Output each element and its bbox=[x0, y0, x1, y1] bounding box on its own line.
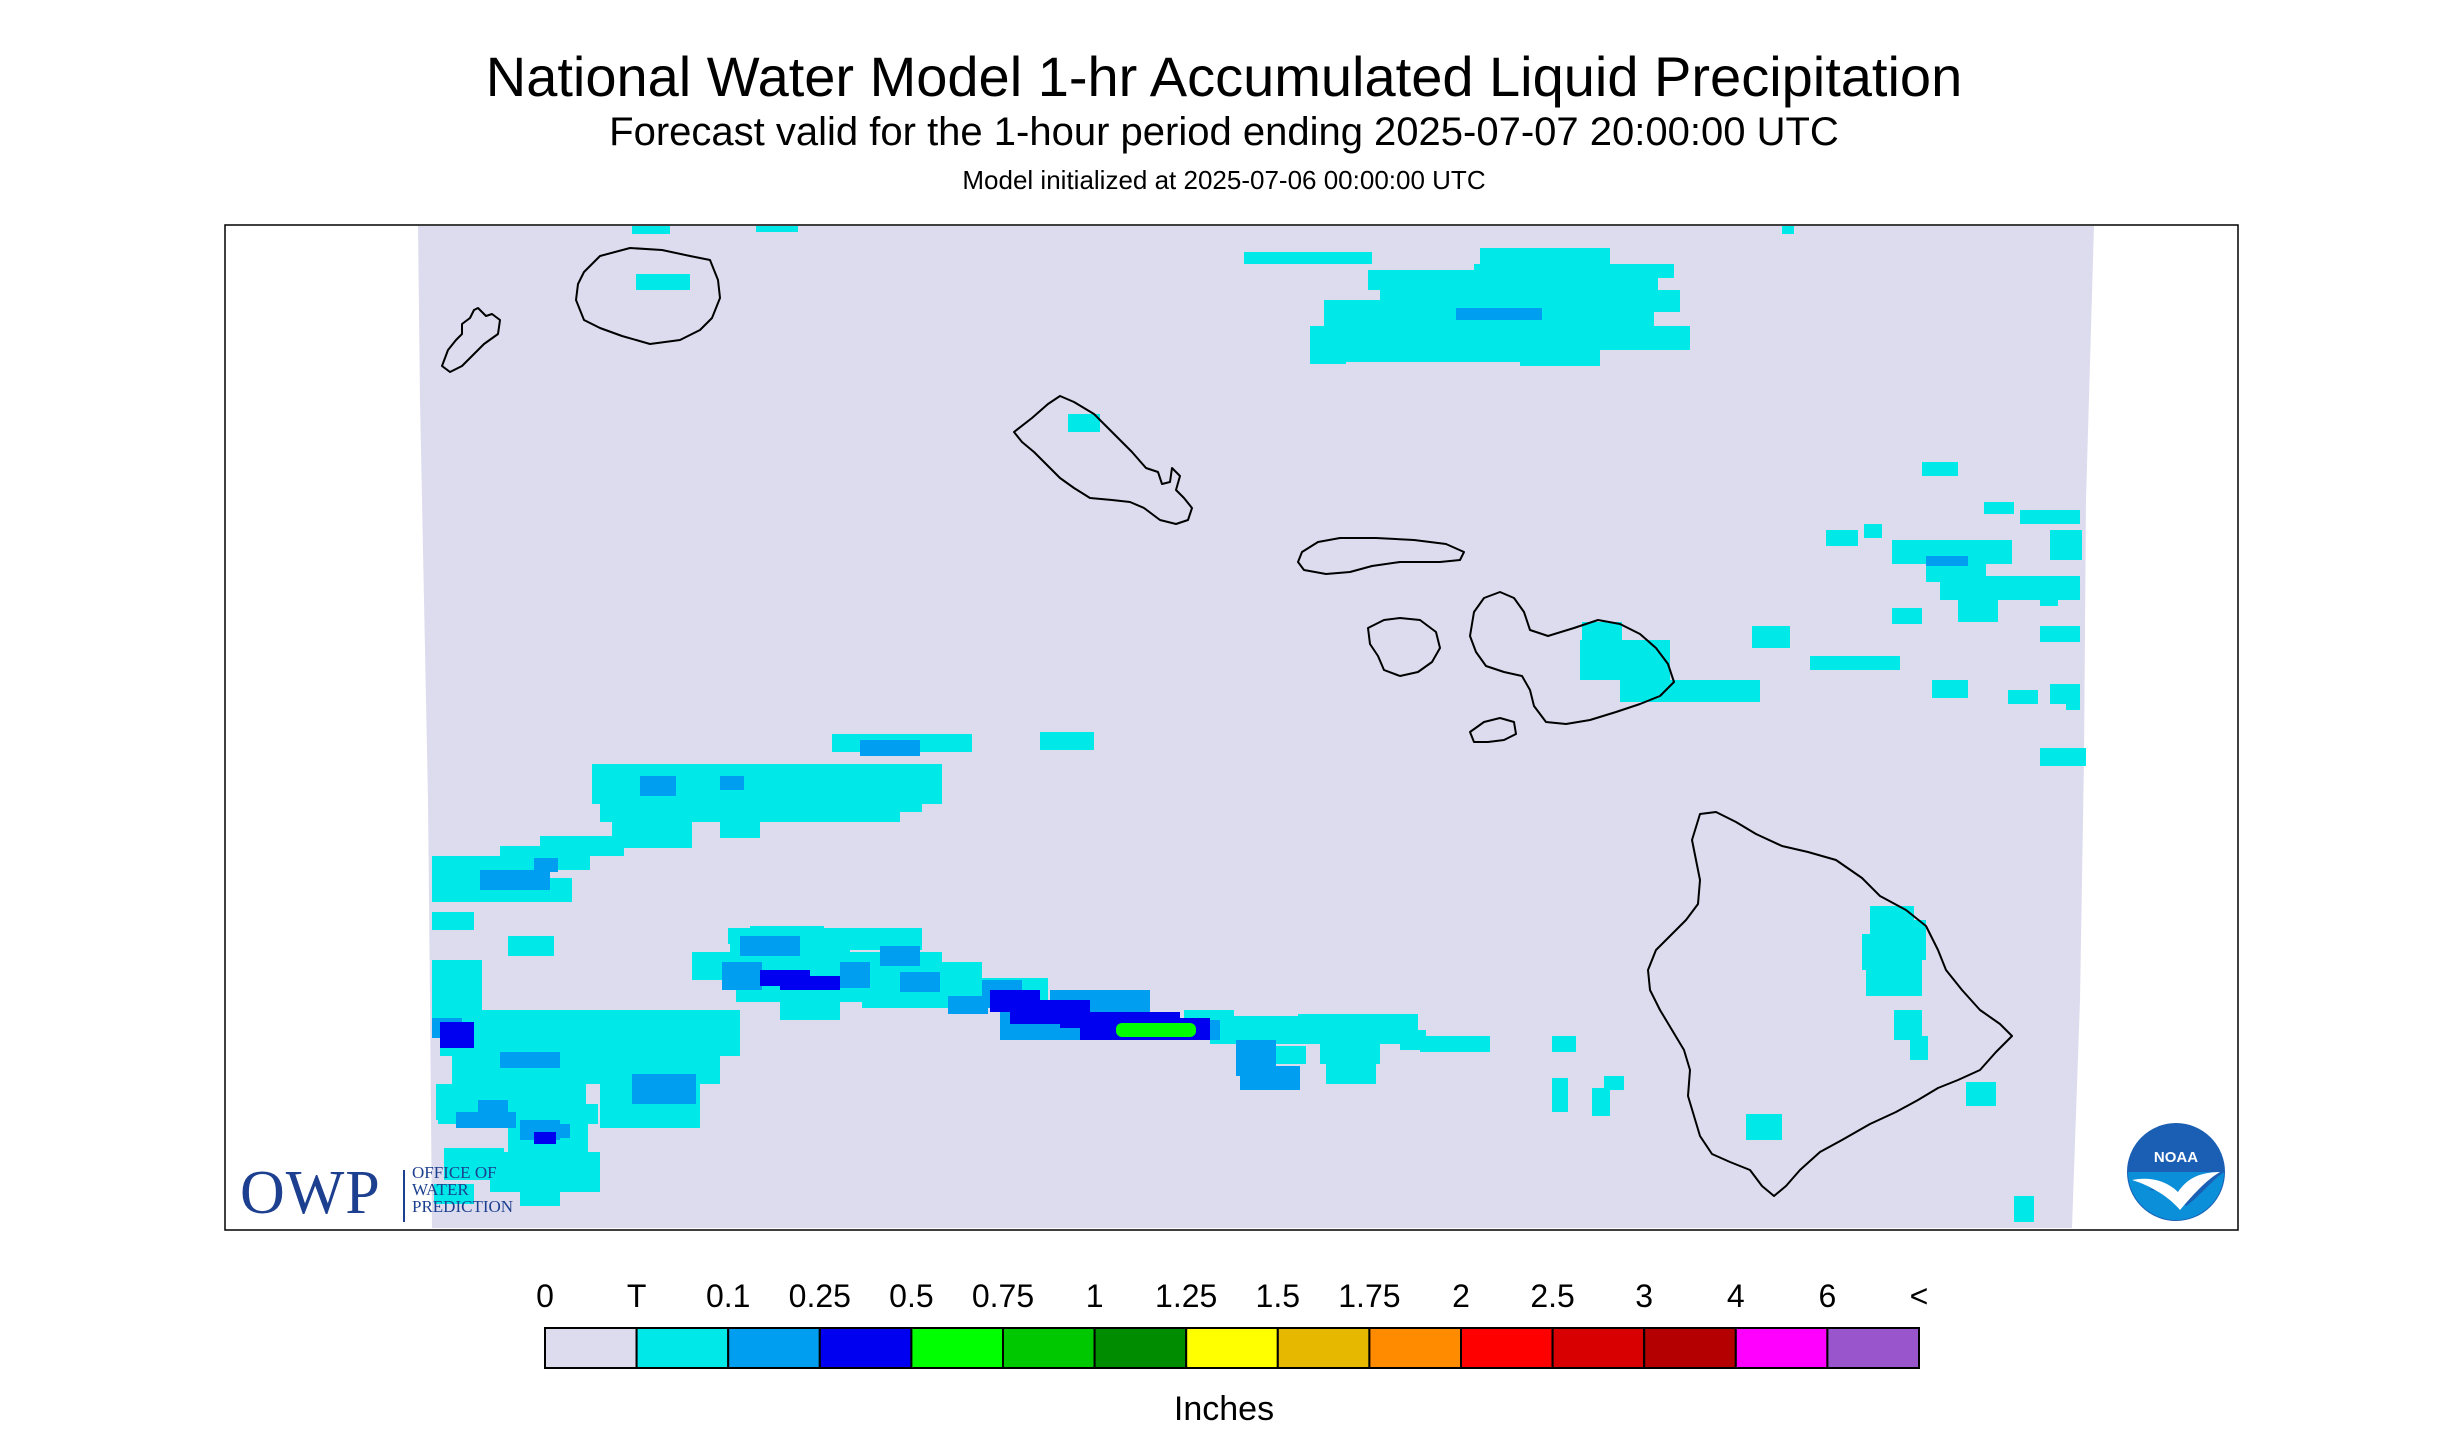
legend-label: 1.5 bbox=[1255, 1278, 1301, 1314]
legend-label: 0.1 bbox=[705, 1278, 751, 1314]
oahu-coast bbox=[1013, 395, 1193, 525]
legend-swatch bbox=[1185, 1327, 1279, 1369]
legend-colorbar bbox=[544, 1327, 1921, 1369]
legend-swatch bbox=[1734, 1327, 1829, 1369]
legend-label: < bbox=[1909, 1278, 1929, 1314]
legend-label: 4 bbox=[1726, 1278, 1745, 1314]
legend-label: 0 bbox=[536, 1278, 554, 1314]
legend-swatch bbox=[1551, 1327, 1646, 1369]
legend-swatch bbox=[1643, 1327, 1737, 1369]
legend-swatch bbox=[1276, 1327, 1371, 1369]
legend-label: 1.25 bbox=[1155, 1278, 1218, 1314]
legend-swatch bbox=[1368, 1327, 1463, 1369]
owp-logo-line-2: WATER bbox=[412, 1180, 469, 1199]
legend-label: T bbox=[626, 1278, 647, 1314]
owp-logo-line-1: OFFICE OF bbox=[412, 1163, 497, 1182]
kauai-coast bbox=[575, 247, 721, 345]
noaa-logo: NOAA bbox=[2125, 1121, 2227, 1223]
niihau-coast bbox=[441, 307, 501, 373]
legend-label: 6 bbox=[1818, 1278, 1837, 1314]
legend-label: 1.75 bbox=[1338, 1278, 1401, 1314]
hawaii-coast bbox=[1647, 811, 2013, 1197]
lanai-coast bbox=[1367, 617, 1441, 677]
owp-logo-divider bbox=[403, 1170, 405, 1222]
forecast-valid-subtitle: Forecast valid for the 1-hour period end… bbox=[609, 110, 1839, 154]
legend-swatch bbox=[1460, 1327, 1554, 1369]
precip-0.5-area bbox=[1116, 1023, 1196, 1037]
legend-label: 0.25 bbox=[788, 1278, 851, 1314]
owp-logo-mark: OWP bbox=[240, 1159, 381, 1227]
legend-label: 2.5 bbox=[1530, 1278, 1575, 1314]
owp-logo-subtitle: OFFICE OF WATER PREDICTION bbox=[412, 1164, 562, 1215]
legend-swatch bbox=[1826, 1327, 1921, 1369]
coastlines bbox=[441, 247, 2013, 1197]
legend-label: 2 bbox=[1452, 1278, 1470, 1314]
kahoolawe-coast bbox=[1469, 717, 1517, 743]
legend-swatch bbox=[727, 1327, 821, 1369]
legend-label: 0.5 bbox=[889, 1278, 934, 1314]
model-init-subtitle: Model initialized at 2025-07-06 00:00:00… bbox=[962, 165, 1486, 195]
legend-swatch bbox=[544, 1327, 638, 1369]
legend-label: 0.75 bbox=[971, 1278, 1035, 1314]
owp-logo-line-3: PREDICTION bbox=[412, 1197, 514, 1216]
legend-swatch bbox=[635, 1327, 730, 1369]
legend-swatch bbox=[818, 1327, 913, 1369]
legend-units: Inches bbox=[1173, 1390, 1275, 1428]
noaa-logo-mark: NOAA bbox=[2154, 1149, 2198, 1166]
map-title: National Water Model 1-hr Accumulated Li… bbox=[485, 45, 1963, 108]
legend-swatch bbox=[1002, 1327, 1096, 1369]
legend-swatch bbox=[910, 1327, 1005, 1369]
legend-label: 1 bbox=[1085, 1278, 1104, 1314]
legend-swatch bbox=[1093, 1327, 1188, 1369]
molokai-coast bbox=[1297, 537, 1465, 575]
maui-coast bbox=[1469, 591, 1675, 725]
legend-label: 3 bbox=[1635, 1278, 1654, 1314]
